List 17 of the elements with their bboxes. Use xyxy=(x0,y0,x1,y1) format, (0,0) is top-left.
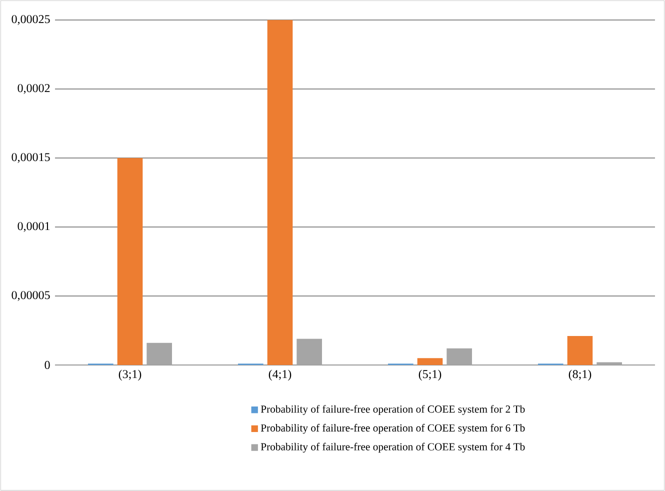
x-tick-label: (4;1) xyxy=(268,370,292,381)
y-tick-label: 0,0002 xyxy=(18,84,50,94)
x-tick-label: (5;1) xyxy=(418,370,442,381)
y-tick-label: 0,0001 xyxy=(18,222,50,232)
legend-label: Probability of failure-free operation of COEE system for 2 Tb xyxy=(260,405,525,415)
y-tick-label: 0,00025 xyxy=(12,15,50,25)
x-tick-label: (8;1) xyxy=(568,370,592,381)
bar xyxy=(417,358,443,365)
bar xyxy=(267,20,293,365)
bar xyxy=(117,158,143,365)
legend-label: Probability of failure-free operation of COEE system for 6 Tb xyxy=(260,424,525,434)
y-tick-label: 0 xyxy=(44,360,50,370)
x-tick-label: (3;1) xyxy=(118,370,142,381)
y-tick-label: 0,00015 xyxy=(12,153,50,163)
bar xyxy=(567,336,593,365)
legend-label: Probability of failure-free operation of COEE system for 4 Tb xyxy=(260,442,525,453)
y-tick-label: 0,00005 xyxy=(12,291,50,301)
